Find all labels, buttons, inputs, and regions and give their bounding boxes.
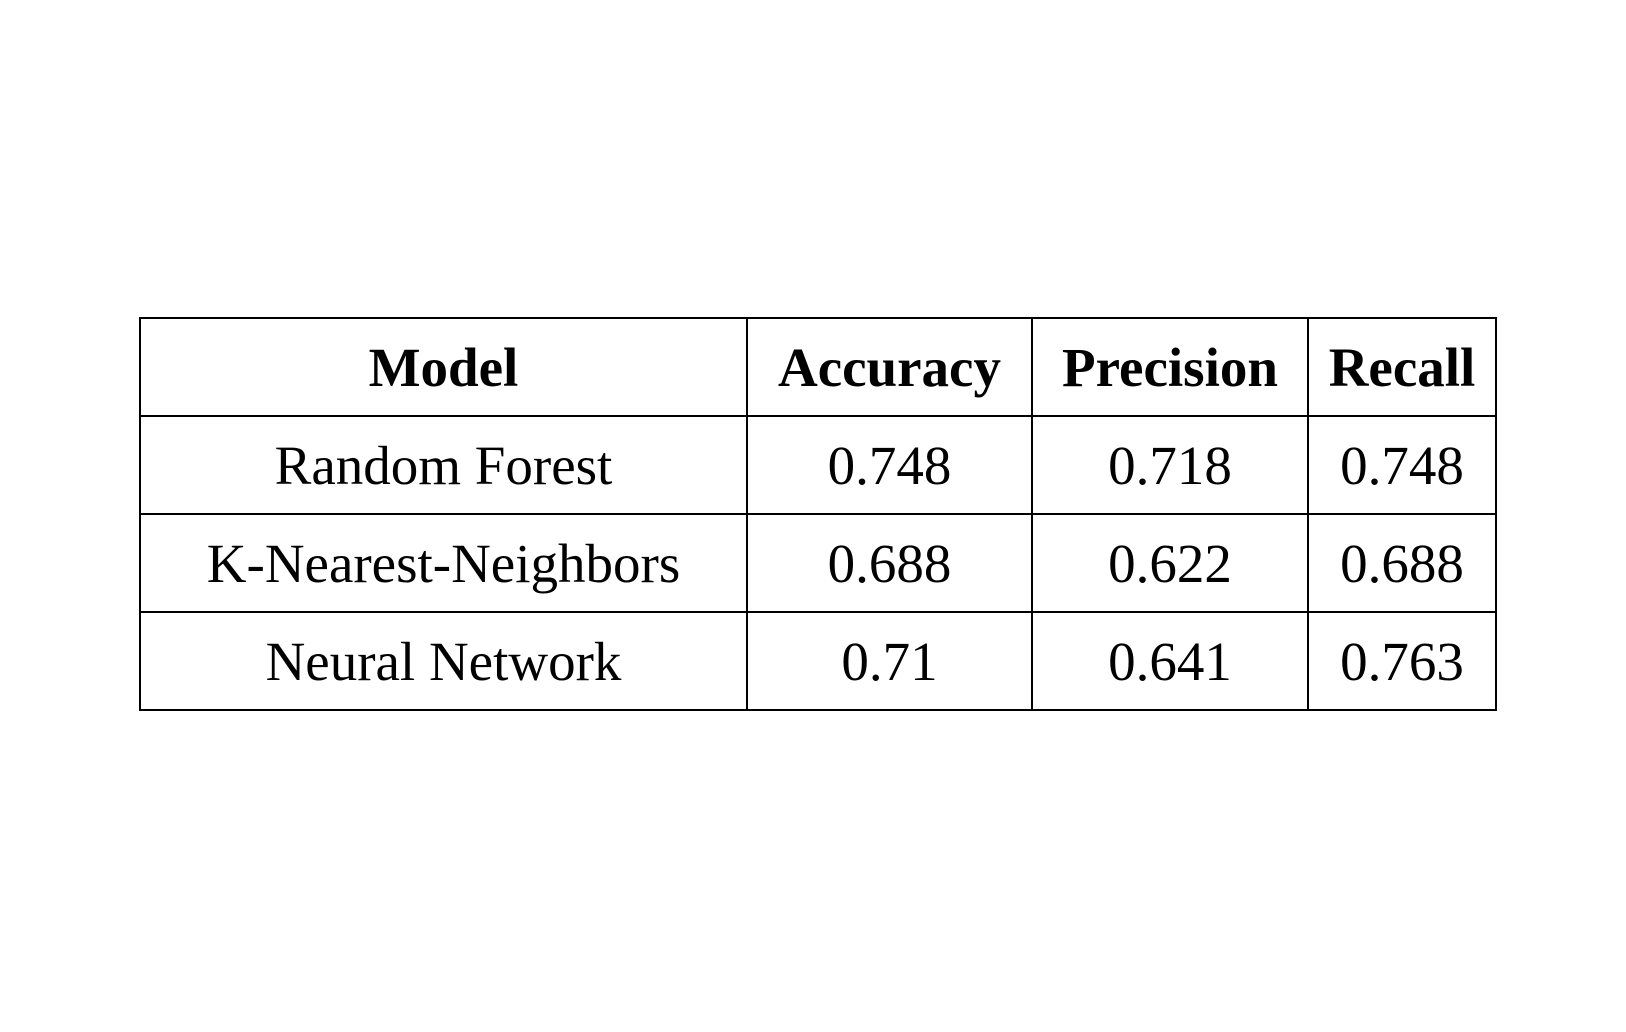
cell-accuracy: 0.71 bbox=[746, 611, 1033, 711]
table-row: Neural Network 0.71 0.641 0.763 bbox=[139, 611, 1497, 711]
cell-precision: 0.622 bbox=[1031, 513, 1309, 613]
cell-precision: 0.641 bbox=[1031, 611, 1309, 711]
cell-model-name: K-Nearest-Neighbors bbox=[139, 513, 748, 613]
cell-recall: 0.688 bbox=[1307, 513, 1497, 613]
cell-recall: 0.763 bbox=[1307, 611, 1497, 711]
table-header-row: Model Accuracy Precision Recall bbox=[139, 317, 1497, 417]
cell-model-name: Neural Network bbox=[139, 611, 748, 711]
header-precision: Precision bbox=[1031, 317, 1309, 417]
cell-accuracy: 0.748 bbox=[746, 415, 1033, 515]
header-accuracy: Accuracy bbox=[746, 317, 1033, 417]
table-row: Random Forest 0.748 0.718 0.748 bbox=[139, 415, 1497, 515]
header-recall: Recall bbox=[1307, 317, 1497, 417]
cell-recall: 0.748 bbox=[1307, 415, 1497, 515]
header-model: Model bbox=[139, 317, 748, 417]
cell-accuracy: 0.688 bbox=[746, 513, 1033, 613]
model-metrics-table: Model Accuracy Precision Recall Random F… bbox=[139, 317, 1497, 711]
cell-model-name: Random Forest bbox=[139, 415, 748, 515]
cell-precision: 0.718 bbox=[1031, 415, 1309, 515]
table-row: K-Nearest-Neighbors 0.688 0.622 0.688 bbox=[139, 513, 1497, 613]
